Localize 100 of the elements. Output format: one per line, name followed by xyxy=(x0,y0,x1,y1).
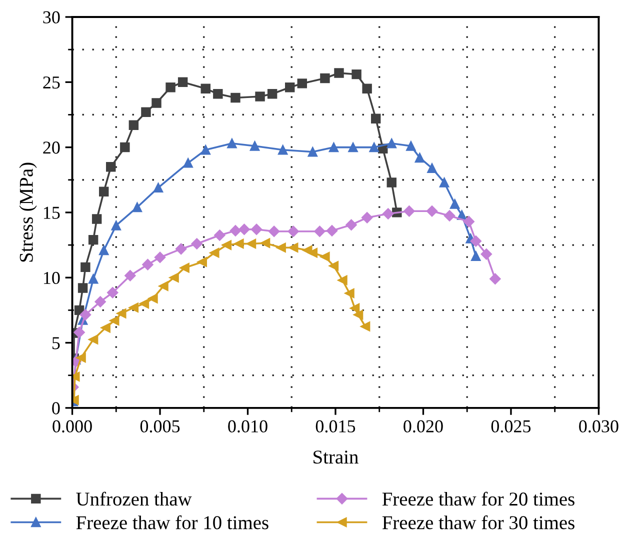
point xyxy=(328,142,339,152)
point xyxy=(361,212,373,224)
point xyxy=(386,178,396,188)
point xyxy=(308,146,318,157)
point xyxy=(360,322,370,332)
y-tick-label: 25 xyxy=(43,76,60,89)
point xyxy=(297,78,308,88)
point xyxy=(200,84,210,94)
point xyxy=(80,309,92,320)
point xyxy=(480,248,492,260)
legend-label: Freeze thaw for 20 times xyxy=(382,492,574,506)
point xyxy=(98,186,109,196)
point xyxy=(278,145,288,155)
point xyxy=(320,252,330,262)
x-tick-label: 0.010 xyxy=(228,420,268,433)
point xyxy=(352,69,362,80)
x-tick-label: 0.005 xyxy=(140,420,180,433)
point xyxy=(238,224,250,235)
point xyxy=(141,107,151,117)
point xyxy=(370,114,381,124)
point xyxy=(88,274,98,284)
point xyxy=(124,270,136,282)
point xyxy=(326,225,338,236)
point xyxy=(250,224,262,235)
point xyxy=(100,322,110,333)
point xyxy=(132,202,142,212)
point xyxy=(288,242,298,252)
point xyxy=(350,303,360,314)
point xyxy=(76,352,86,363)
x-tick-label: 0.015 xyxy=(316,420,356,433)
point xyxy=(128,120,139,130)
point xyxy=(348,142,358,152)
point xyxy=(88,234,98,245)
point xyxy=(246,238,256,249)
point xyxy=(128,302,139,312)
point xyxy=(210,248,220,258)
x-tick-label: 0.025 xyxy=(491,420,531,433)
point xyxy=(463,216,474,228)
point xyxy=(148,294,158,304)
point xyxy=(260,238,270,248)
point xyxy=(471,251,481,261)
point xyxy=(230,92,240,103)
point xyxy=(166,82,176,92)
point xyxy=(406,141,416,151)
point xyxy=(175,243,187,255)
point xyxy=(88,334,98,344)
point xyxy=(234,238,244,249)
point xyxy=(267,89,278,99)
point xyxy=(334,68,344,78)
x-tick-label: 0.030 xyxy=(579,420,618,433)
point xyxy=(200,145,210,155)
y-tick-label: 10 xyxy=(44,272,60,284)
y-axis-title: Stress (MPa) xyxy=(19,162,37,262)
point xyxy=(178,77,188,88)
x-tick-label: 0.020 xyxy=(404,420,443,433)
point xyxy=(227,138,237,148)
point xyxy=(153,182,164,193)
y-tick-label: 20 xyxy=(43,142,60,154)
point xyxy=(470,236,482,247)
point xyxy=(230,225,242,236)
point xyxy=(285,82,295,92)
y-tick-label: 15 xyxy=(44,206,60,219)
point xyxy=(116,308,126,318)
point xyxy=(490,273,501,285)
point xyxy=(197,257,207,267)
point xyxy=(276,242,286,252)
point xyxy=(169,272,179,282)
point xyxy=(439,178,450,188)
y-tick-label: 0 xyxy=(52,402,60,414)
point xyxy=(338,275,348,286)
point xyxy=(308,248,318,258)
point xyxy=(328,261,339,271)
point xyxy=(414,152,425,163)
point xyxy=(450,199,460,209)
point xyxy=(111,220,121,230)
point xyxy=(74,326,85,338)
point xyxy=(191,238,202,250)
y-tick-label: 30 xyxy=(43,11,60,24)
point xyxy=(382,208,394,220)
point xyxy=(344,288,354,298)
point xyxy=(314,226,326,237)
point xyxy=(427,163,437,174)
point xyxy=(120,142,130,152)
point xyxy=(268,226,280,237)
x-axis-title: Strain xyxy=(314,450,358,464)
legend-label: Unfrozen thaw xyxy=(76,492,192,506)
point xyxy=(255,92,265,102)
point xyxy=(346,219,357,230)
point xyxy=(154,252,166,264)
point xyxy=(213,89,223,99)
point xyxy=(369,142,379,152)
point xyxy=(110,316,120,326)
point xyxy=(139,298,150,309)
point xyxy=(250,141,260,151)
legend-label: Freeze thaw for 10 times xyxy=(76,515,268,530)
point xyxy=(353,310,364,320)
point xyxy=(94,296,106,308)
point xyxy=(80,262,90,272)
point xyxy=(426,206,438,217)
point xyxy=(107,286,118,298)
